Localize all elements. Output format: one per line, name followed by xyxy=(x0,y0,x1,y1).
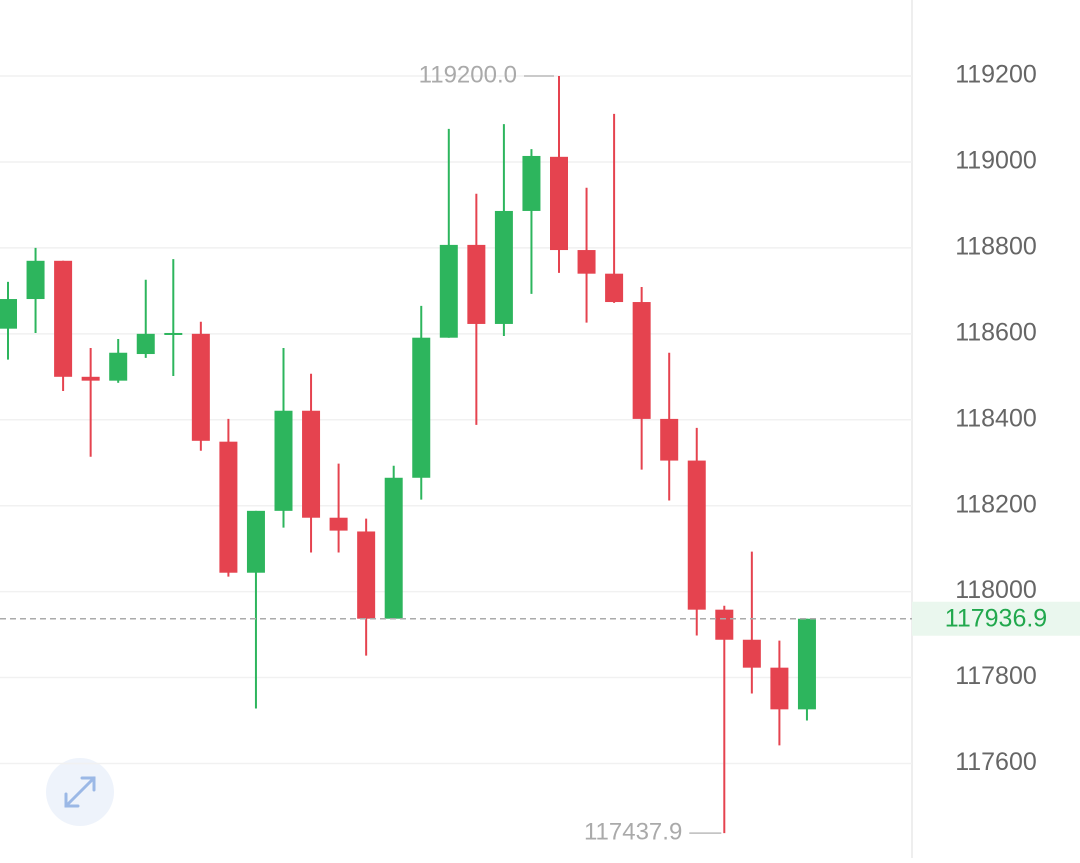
candle-body xyxy=(357,531,376,619)
y-tick-label: 117800 xyxy=(955,662,1037,690)
candle-body xyxy=(54,260,73,377)
candle-body xyxy=(715,609,734,640)
y-tick-label: 118000 xyxy=(955,576,1037,604)
max-label: 119200.0 xyxy=(419,61,517,88)
candle-body xyxy=(467,244,486,324)
candle-body xyxy=(439,244,458,338)
candle-body xyxy=(136,333,155,355)
candle-body xyxy=(550,156,568,251)
y-tick-label: 119000 xyxy=(955,147,1037,175)
y-tick-label: 118200 xyxy=(955,490,1037,518)
candle-body xyxy=(494,210,513,324)
y-tick-label: 118800 xyxy=(955,233,1037,261)
candle-body xyxy=(164,332,183,335)
candle-body xyxy=(605,273,624,303)
candle-body xyxy=(770,667,789,710)
candle-body xyxy=(191,333,210,441)
y-tick-label: 118600 xyxy=(955,318,1037,346)
candle-body xyxy=(660,418,679,461)
candle-body xyxy=(109,352,128,381)
last-price-label: 117936.9 xyxy=(945,604,1047,632)
candle-body xyxy=(0,299,17,329)
candle-body xyxy=(687,460,706,610)
candle-body xyxy=(81,376,100,381)
candle-body xyxy=(219,441,238,573)
candle-body xyxy=(522,155,541,211)
y-tick-label: 118400 xyxy=(955,404,1037,432)
candle-body xyxy=(797,618,816,710)
candle-body xyxy=(274,410,293,511)
candle-body xyxy=(632,302,651,419)
candle-body xyxy=(302,410,321,518)
candle-body xyxy=(577,250,596,274)
y-tick-label: 119200 xyxy=(955,61,1037,89)
candle-body xyxy=(412,337,431,478)
candle-body xyxy=(329,517,348,531)
candle-body xyxy=(384,477,403,619)
candle-body xyxy=(742,639,761,668)
y-tick-label: 117600 xyxy=(955,748,1037,776)
candle-body xyxy=(26,260,45,300)
min-label: 117437.9 xyxy=(584,818,682,845)
candle-body xyxy=(246,510,265,573)
expand-button[interactable] xyxy=(46,758,114,826)
last-price-box xyxy=(912,601,1080,636)
